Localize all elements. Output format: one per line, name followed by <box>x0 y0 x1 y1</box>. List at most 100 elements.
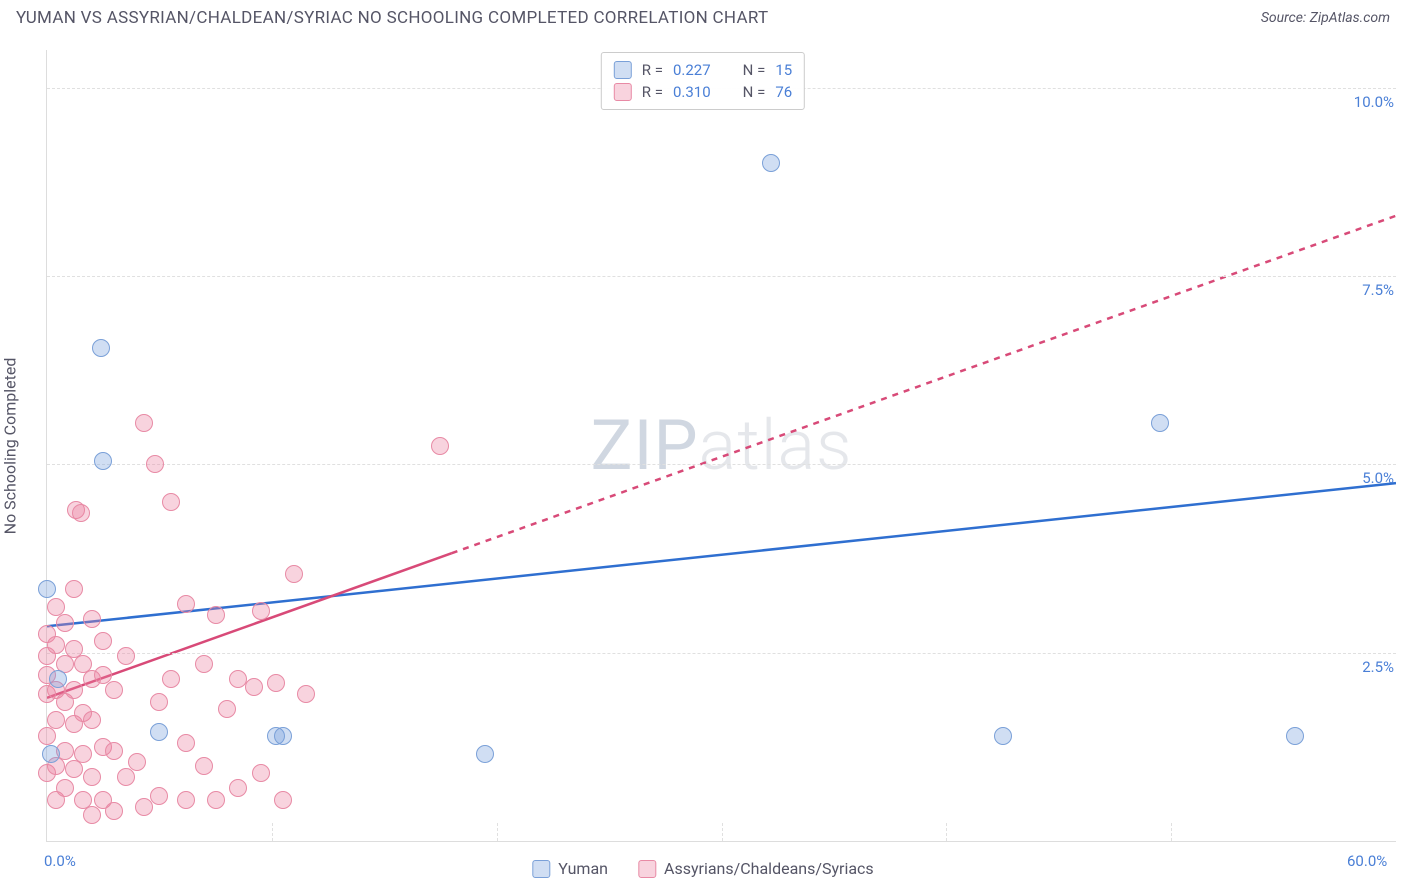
r-value-assyrian: 0.310 <box>673 83 711 101</box>
data-point-assyrian <box>285 565 303 583</box>
data-point-assyrian <box>105 802 123 820</box>
stats-legend: R = 0.227 N = 15 R = 0.310 N = 76 <box>601 52 805 110</box>
x-gridline <box>272 823 273 841</box>
data-point-assyrian <box>162 670 180 688</box>
chart-title: YUMAN VS ASSYRIAN/CHALDEAN/SYRIAC NO SCH… <box>16 8 768 28</box>
data-point-assyrian <box>162 493 180 511</box>
data-point-assyrian <box>105 742 123 760</box>
data-point-yuman <box>1286 727 1304 745</box>
y-gridline <box>47 276 1396 277</box>
swatch-yuman <box>614 61 632 79</box>
data-point-yuman <box>994 727 1012 745</box>
data-point-assyrian <box>117 768 135 786</box>
data-point-assyrian <box>83 768 101 786</box>
data-point-assyrian <box>83 806 101 824</box>
scatter-chart: ZIPatlas <box>46 50 1396 842</box>
data-point-yuman <box>274 727 292 745</box>
data-point-assyrian <box>274 791 292 809</box>
data-point-assyrian <box>56 614 74 632</box>
data-point-assyrian <box>47 711 65 729</box>
data-point-yuman <box>150 723 168 741</box>
data-point-assyrian <box>135 798 153 816</box>
legend-label-yuman: Yuman <box>558 859 608 878</box>
data-point-yuman <box>1151 414 1169 432</box>
y-gridline <box>47 464 1396 465</box>
data-point-yuman <box>94 452 112 470</box>
data-point-assyrian <box>128 753 146 771</box>
data-point-assyrian <box>65 580 83 598</box>
data-point-assyrian <box>229 779 247 797</box>
data-point-assyrian <box>177 595 195 613</box>
r-label: R = <box>642 83 663 101</box>
data-point-yuman <box>762 154 780 172</box>
data-point-assyrian <box>47 636 65 654</box>
x-gridline <box>497 823 498 841</box>
r-value-yuman: 0.227 <box>673 61 711 79</box>
data-point-assyrian <box>195 655 213 673</box>
trendlines-layer <box>47 50 1396 841</box>
data-point-assyrian <box>207 606 225 624</box>
data-point-assyrian <box>431 437 449 455</box>
watermark: ZIPatlas <box>591 405 853 487</box>
legend-item-yuman: Yuman <box>532 859 608 878</box>
x-tick-max: 60.0% <box>1347 852 1387 870</box>
stats-row-yuman: R = 0.227 N = 15 <box>614 59 792 81</box>
y-gridline <box>47 653 1396 654</box>
x-gridline <box>946 823 947 841</box>
x-gridline <box>722 823 723 841</box>
data-point-assyrian <box>245 678 263 696</box>
data-point-assyrian <box>150 787 168 805</box>
y-tick-label: 2.5% <box>1362 658 1394 676</box>
data-point-assyrian <box>177 791 195 809</box>
data-point-yuman <box>49 670 67 688</box>
chart-header: YUMAN VS ASSYRIAN/CHALDEAN/SYRIAC NO SCH… <box>0 0 1406 32</box>
data-point-yuman <box>42 745 60 763</box>
data-point-assyrian <box>218 700 236 718</box>
swatch-assyrian <box>638 860 656 878</box>
swatch-yuman <box>532 860 550 878</box>
data-point-assyrian <box>56 779 74 797</box>
data-point-assyrian <box>177 734 195 752</box>
n-value-yuman: 15 <box>775 61 792 79</box>
data-point-assyrian <box>65 681 83 699</box>
data-point-yuman <box>38 580 56 598</box>
n-value-assyrian: 76 <box>775 83 792 101</box>
source-prefix: Source: <box>1261 10 1310 26</box>
data-point-assyrian <box>207 791 225 809</box>
data-point-assyrian <box>252 764 270 782</box>
data-point-assyrian <box>83 711 101 729</box>
r-label: R = <box>642 61 663 79</box>
data-point-assyrian <box>252 602 270 620</box>
data-point-assyrian <box>105 681 123 699</box>
y-tick-label: 7.5% <box>1362 281 1394 299</box>
y-tick-label: 10.0% <box>1354 93 1394 111</box>
stats-row-assyrian: R = 0.310 N = 76 <box>614 81 792 103</box>
swatch-assyrian <box>614 83 632 101</box>
x-tick-min: 0.0% <box>44 852 76 870</box>
data-point-assyrian <box>117 647 135 665</box>
chart-source: Source: ZipAtlas.com <box>1261 10 1390 26</box>
data-point-yuman <box>476 745 494 763</box>
legend-item-assyrian: Assyrians/Chaldeans/Syriacs <box>638 859 874 878</box>
data-point-assyrian <box>135 414 153 432</box>
data-point-assyrian <box>297 685 315 703</box>
n-label: N = <box>743 83 766 101</box>
series-legend: Yuman Assyrians/Chaldeans/Syriacs <box>532 859 873 878</box>
watermark-left: ZIP <box>591 405 699 487</box>
data-point-assyrian <box>94 632 112 650</box>
data-point-assyrian <box>146 455 164 473</box>
y-axis-label: No Schooling Completed <box>1 358 20 535</box>
y-tick-label: 5.0% <box>1362 469 1394 487</box>
data-point-assyrian <box>83 610 101 628</box>
data-point-assyrian <box>150 693 168 711</box>
x-gridline <box>1171 823 1172 841</box>
data-point-assyrian <box>267 674 285 692</box>
data-point-assyrian <box>74 745 92 763</box>
n-label: N = <box>743 61 766 79</box>
legend-label-assyrian: Assyrians/Chaldeans/Syriacs <box>664 859 874 878</box>
source-name: ZipAtlas.com <box>1310 10 1390 26</box>
data-point-assyrian <box>72 504 90 522</box>
data-point-assyrian <box>195 757 213 775</box>
data-point-yuman <box>92 339 110 357</box>
watermark-right: atlas <box>699 405 853 487</box>
